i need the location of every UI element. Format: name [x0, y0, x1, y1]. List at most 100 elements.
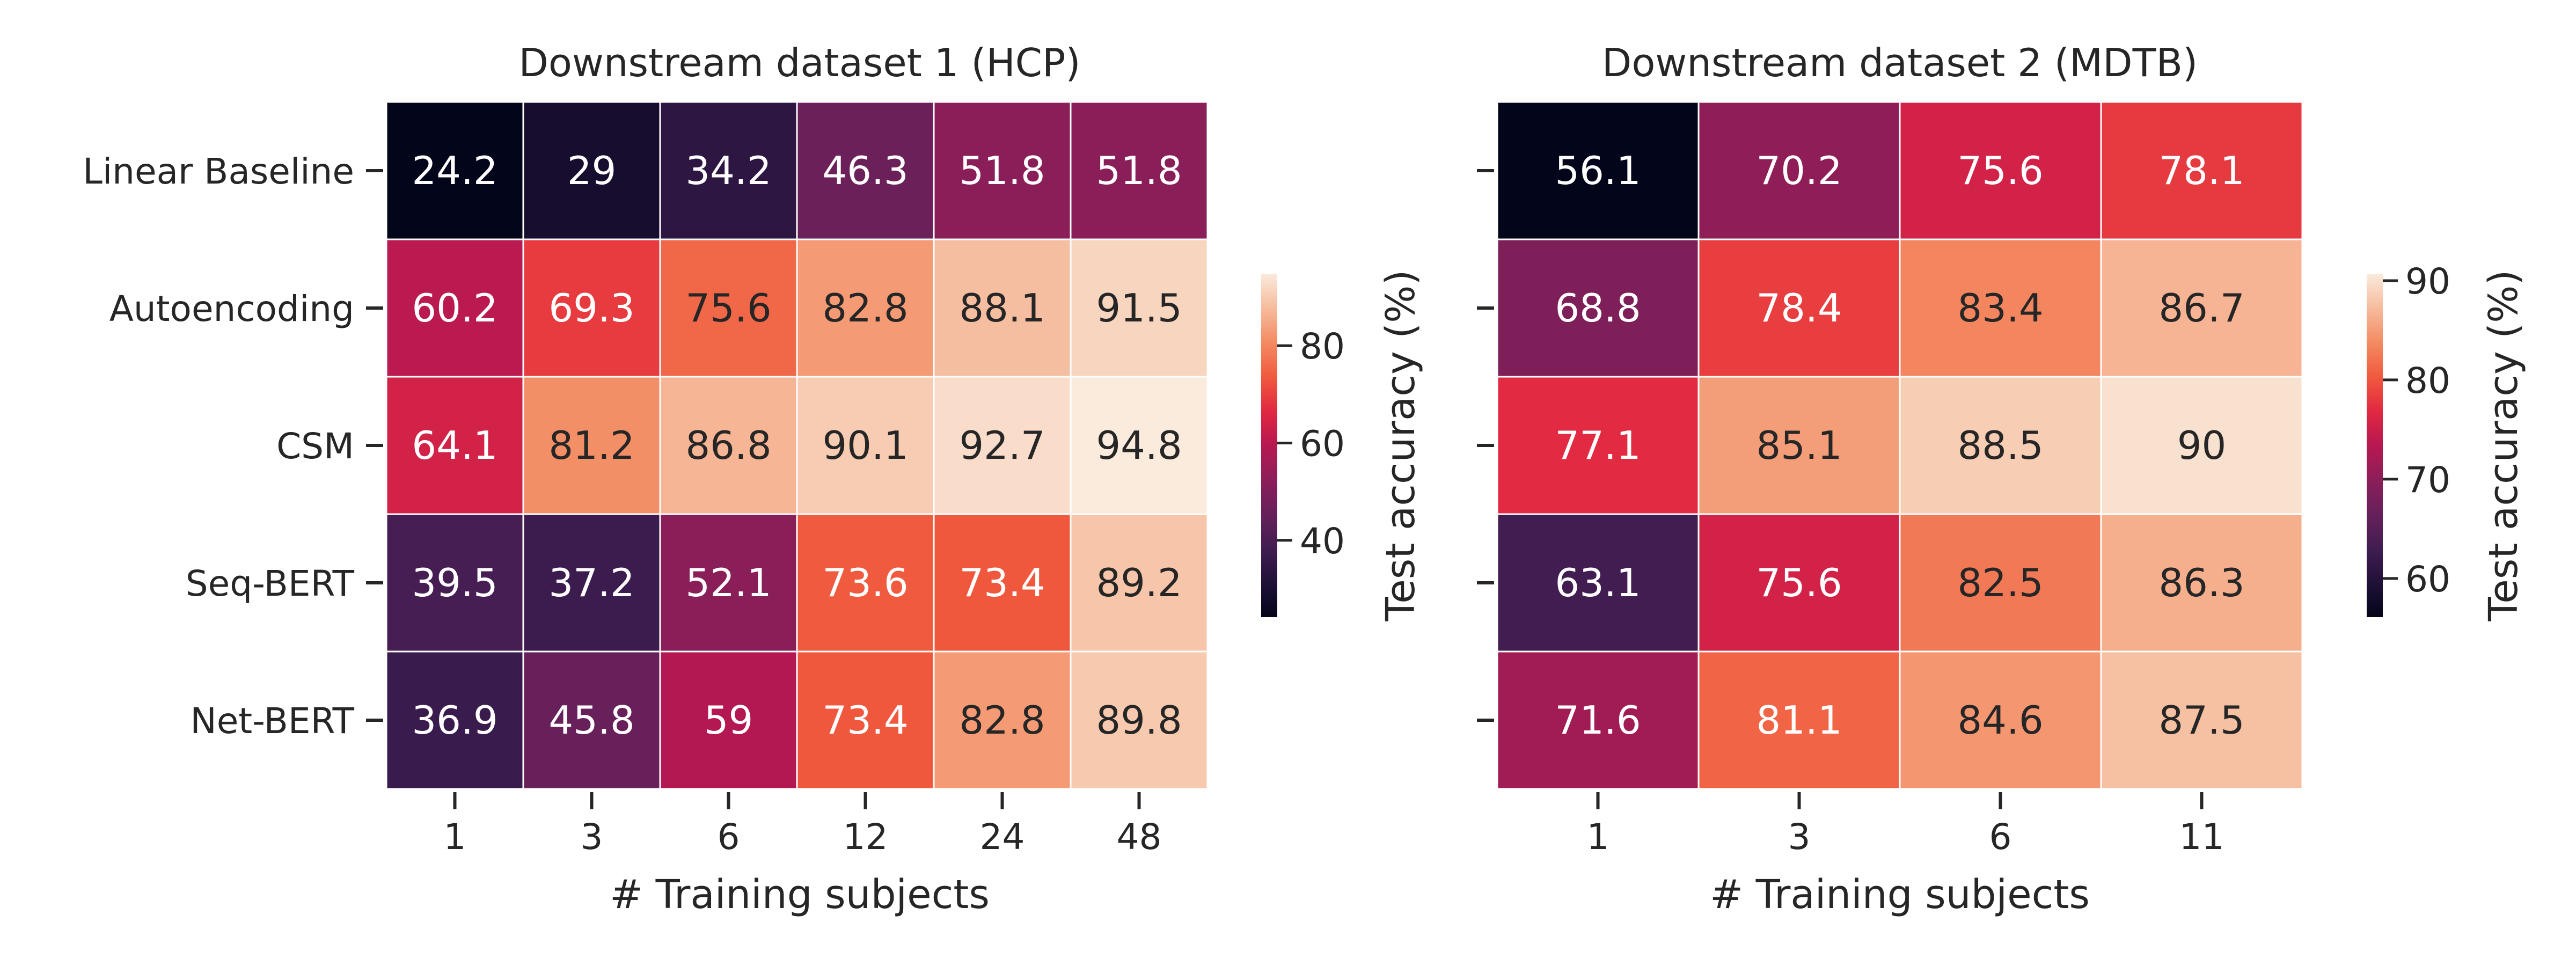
cell-value-label: 87.5 [2158, 698, 2244, 743]
y-tick-label: Autoencoding [109, 288, 354, 330]
heatmap-cell [659, 513, 798, 653]
x-axis-label: # Training subjects [610, 872, 990, 918]
heatmap-cell [2100, 238, 2303, 378]
x-tick-label: 3 [1788, 816, 1811, 858]
y-tick-label: Linear Baseline [83, 151, 354, 192]
heatmap-cell [1070, 376, 1209, 515]
cell-value-label: 84.6 [1957, 698, 2043, 743]
x-tick-label: 1 [444, 816, 466, 858]
heatmap-cell [659, 101, 798, 240]
heatmap-cell [1899, 376, 2102, 515]
heatmap-cell [1496, 101, 1700, 240]
x-axis-label: # Training subjects [1710, 872, 2090, 918]
cell-value-label: 59 [704, 698, 753, 743]
y-axis-ticks [1477, 169, 1494, 722]
colorbar-tick-label: 60 [1300, 423, 1345, 464]
cell-value-label: 34.2 [685, 148, 771, 193]
heatmap-cell [1697, 101, 1901, 240]
cell-value-label: 85.1 [1756, 423, 1842, 468]
cell-value-label: 89.8 [1096, 698, 1182, 743]
y-tick-label: Net-BERT [190, 700, 354, 742]
cell-value-label: 46.3 [822, 148, 908, 193]
heatmap-cell [1070, 650, 1209, 790]
cell-value-label: 36.9 [412, 698, 497, 743]
cell-value-label: 75.6 [685, 286, 771, 331]
cell-value-label: 45.8 [548, 698, 634, 743]
cell-value-label: 81.1 [1756, 698, 1842, 743]
heatmap-cell [933, 376, 1072, 515]
y-tick-label: Seq-BERT [186, 563, 355, 604]
cell-value-label: 73.6 [822, 560, 908, 605]
heatmap-cell [1899, 101, 2102, 240]
heatmap-cell [385, 101, 524, 240]
colorbar-label: Test accuracy (%) [2480, 270, 2527, 622]
cell-value-label: 37.2 [548, 560, 634, 605]
heatmap-cell [796, 101, 935, 240]
heatmap-cell [1070, 238, 1209, 378]
x-tick-label: 11 [2179, 816, 2224, 858]
heatmap-cell [1899, 513, 2102, 653]
x-axis-ticks: 1 3 6 11 [1587, 792, 2224, 858]
heatmap-cell [796, 376, 935, 515]
cell-value-label: 83.4 [1957, 286, 2043, 331]
cell-value-label: 90 [2177, 423, 2227, 468]
heatmap-cell [1697, 650, 1901, 790]
cell-value-label: 94.8 [1096, 423, 1182, 468]
colorbar [2367, 274, 2383, 617]
colorbar-tick-label: 60 [2405, 559, 2450, 600]
heatmap-cell [2100, 650, 2303, 790]
x-tick-label: 3 [581, 816, 603, 858]
cell-value-label: 92.7 [959, 423, 1045, 468]
cell-value-label: 86.8 [685, 423, 771, 468]
heatmap-cell [659, 650, 798, 790]
colorbar [1261, 274, 1277, 617]
cell-value-label: 82.5 [1957, 560, 2043, 605]
heatmap-cell [933, 101, 1072, 240]
cell-value-label: 52.1 [685, 560, 771, 605]
y-tick-label: CSM [276, 426, 354, 467]
heatmap-cell [1899, 650, 2102, 790]
heatmap-cells: 56.1 70.2 75.6 78.1 68.8 78.4 83.4 86.7 77.1 85.1… [1496, 101, 2303, 790]
cell-value-label: 89.2 [1096, 560, 1182, 605]
cell-value-label: 70.2 [1756, 148, 1842, 193]
y-axis-ticks: Linear Baseline Autoencoding CSM Seq-BERT Ne… [83, 151, 383, 742]
cell-value-label: 56.1 [1555, 148, 1641, 193]
heatmap-cell [1496, 238, 1700, 378]
heatmap-cell [796, 513, 935, 653]
cell-value-label: 86.7 [2158, 286, 2244, 331]
cell-value-label: 78.4 [1756, 286, 1842, 331]
colorbar-tick-label: 80 [2405, 360, 2450, 401]
cell-value-label: 71.6 [1555, 698, 1641, 743]
heatmap-cell [1070, 101, 1209, 240]
cell-value-label: 82.8 [959, 698, 1045, 743]
cell-value-label: 60.2 [412, 286, 497, 331]
cell-value-label: 77.1 [1555, 423, 1641, 468]
cell-value-label: 81.2 [548, 423, 634, 468]
heatmap-cell [522, 513, 661, 653]
colorbar-ticks: 60 70 80 90 [2383, 261, 2450, 600]
x-tick-label: 6 [1989, 816, 2012, 858]
x-tick-label: 6 [718, 816, 740, 858]
heatmap-cell [933, 513, 1072, 653]
heatmap-cell [796, 650, 935, 790]
cell-value-label: 78.1 [2158, 148, 2244, 193]
colorbar-tick-label: 90 [2405, 261, 2450, 302]
heatmap-cells: 24.2 29 34.2 46.3 51.8 51.8 60.2 69.3 75.6 82.8 88… [385, 101, 1209, 790]
cell-value-label: 68.8 [1555, 286, 1641, 331]
heatmap-cell [2100, 101, 2303, 240]
heatmap-cell [385, 513, 524, 653]
cell-value-label: 64.1 [412, 423, 497, 468]
cell-value-label: 69.3 [548, 286, 634, 331]
x-tick-label: 12 [843, 816, 888, 858]
heatmap-panel-hcp: Downstream dataset 1 (HCP) 24.2 29 34.2 46.… [83, 40, 1424, 918]
cell-value-label: 63.1 [1555, 560, 1641, 605]
heatmap-cell [1070, 513, 1209, 653]
cell-value-label: 39.5 [412, 560, 497, 605]
heatmap-cell [385, 376, 524, 515]
colorbar-tick-label: 70 [2405, 459, 2450, 501]
x-tick-label: 24 [980, 816, 1025, 858]
chart-title: Downstream dataset 1 (HCP) [518, 40, 1080, 85]
cell-value-label: 29 [567, 148, 617, 193]
colorbar-tick-label: 40 [1300, 521, 1345, 562]
